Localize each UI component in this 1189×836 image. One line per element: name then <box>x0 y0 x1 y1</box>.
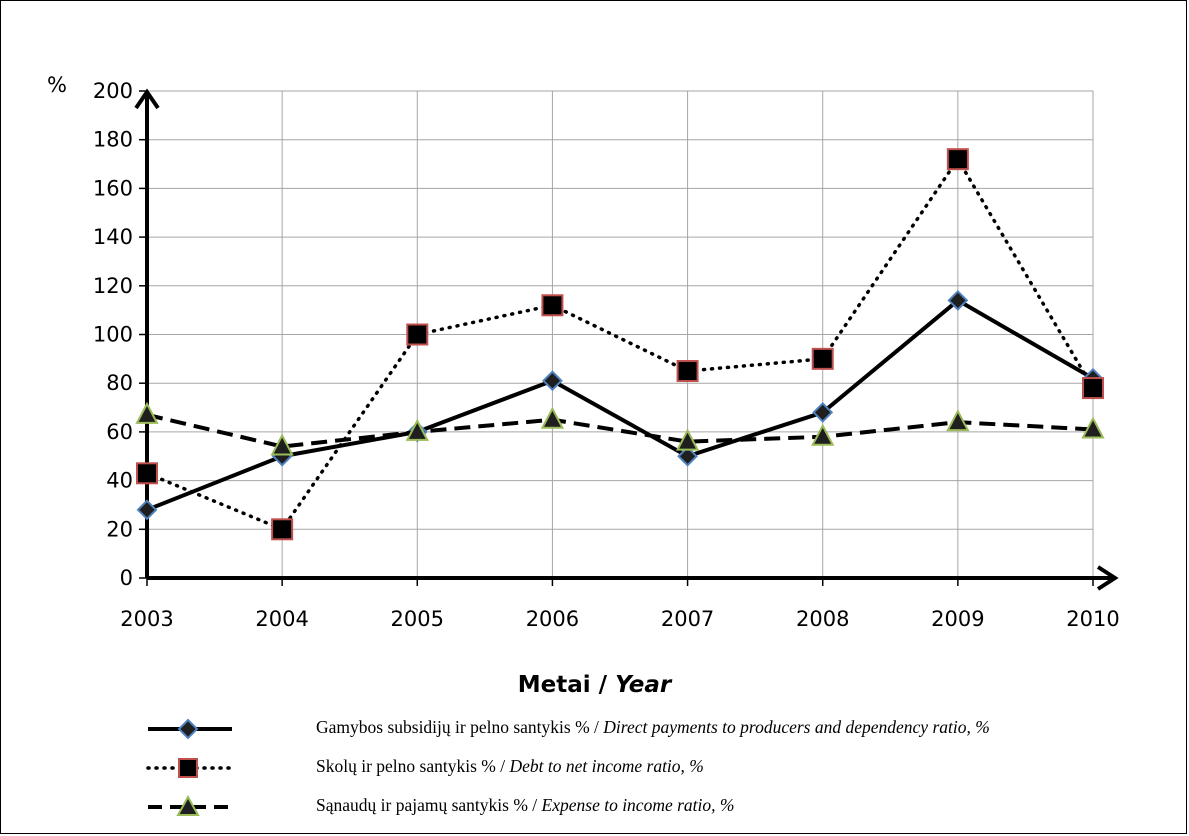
x-axis-title: Metai / Year <box>0 672 1189 698</box>
legend-entry: Sąnaudų ir pajamų santykis % / Expense t… <box>140 790 1180 824</box>
y-tick-label: 60 <box>106 420 133 444</box>
data-point-diamond <box>136 499 158 521</box>
data-point-triangle <box>135 401 159 424</box>
y-tick-label: 180 <box>93 128 133 152</box>
y-tick-label: 160 <box>93 176 133 200</box>
x-tick-label: 2009 <box>931 607 984 631</box>
legend-swatch-solid-diamond <box>148 718 232 740</box>
series-layer <box>135 148 1105 541</box>
y-tick-label: 20 <box>106 517 133 541</box>
data-point-square <box>406 323 429 346</box>
x-tick-label: 2006 <box>526 607 579 631</box>
data-point-square <box>676 360 699 383</box>
legend-entry: Gamybos subsidijų ir pelno santykis % / … <box>140 712 1180 746</box>
legend-label-en: Debt to net income ratio, % <box>509 756 704 776</box>
legend-swatch-dashed-triangle <box>148 794 232 816</box>
series-dashed <box>135 401 1105 456</box>
data-point-triangle <box>946 409 970 432</box>
data-point-triangle <box>675 428 700 451</box>
legend-swatch-dotted-square <box>146 758 234 778</box>
series-line <box>146 412 1094 449</box>
data-point-triangle <box>811 423 835 446</box>
legend-label-lt: Gamybos subsidijų ir pelno santykis % / <box>316 717 604 737</box>
y-tick-label: 140 <box>93 225 133 249</box>
series-line <box>146 298 1094 512</box>
y-tick-label: 40 <box>106 469 133 493</box>
x-axis-arrow <box>1096 565 1119 591</box>
y-axis-arrow <box>134 88 160 110</box>
x-tick-label: 2005 <box>391 607 444 631</box>
y-tick-label: 0 <box>120 566 133 590</box>
y-axis-unit-label: % <box>47 73 67 97</box>
data-point-square <box>946 148 969 171</box>
data-point-square <box>271 518 294 541</box>
data-point-triangle <box>405 418 429 441</box>
data-point-square <box>136 462 158 485</box>
data-point-triangle <box>270 433 294 456</box>
x-axis-title-en: Year <box>615 672 672 698</box>
x-axis-title-lt: Metai <box>517 672 591 698</box>
axis-layer: 0 20 40 60 80 100 120 140 160 180 200 2003 2004 2005 2… <box>47 73 1120 631</box>
series-dotted <box>136 148 1104 541</box>
data-point-diamond <box>677 445 698 467</box>
data-point-square <box>1082 377 1104 400</box>
y-tick-label: 120 <box>93 274 133 298</box>
data-point-diamond <box>812 402 834 423</box>
data-point-square <box>541 294 564 317</box>
data-point-diamond <box>542 370 563 392</box>
x-tick-label: 2003 <box>120 607 173 631</box>
series-line <box>145 157 1095 532</box>
y-tick-label: 100 <box>93 323 133 347</box>
legend-label-lt: Skolų ir pelno santykis % / <box>316 756 510 776</box>
legend-entry: Skolų ir pelno santykis % / Debt to net … <box>140 751 1180 785</box>
legend-label-en: Direct payments to producers and depende… <box>603 717 990 737</box>
x-tick-label: 2010 <box>1066 607 1119 631</box>
y-tick-label: 200 <box>93 79 133 103</box>
x-tick-label: 2004 <box>255 607 308 631</box>
x-axis-title-sep: / <box>590 672 616 698</box>
y-tick-label: 80 <box>106 371 133 395</box>
legend: Gamybos subsidijų ir pelno santykis % / … <box>140 712 1180 828</box>
x-tick-label: 2008 <box>796 607 849 631</box>
legend-label-lt: Sąnaudų ir pajamų santykis % / <box>316 795 542 815</box>
data-point-triangle <box>540 406 565 429</box>
x-tick-label: 2007 <box>661 607 714 631</box>
data-point-square <box>811 347 834 370</box>
data-point-diamond <box>947 289 969 311</box>
data-point-triangle <box>1081 416 1105 439</box>
legend-label-en: Expense to income ratio, % <box>541 795 735 815</box>
